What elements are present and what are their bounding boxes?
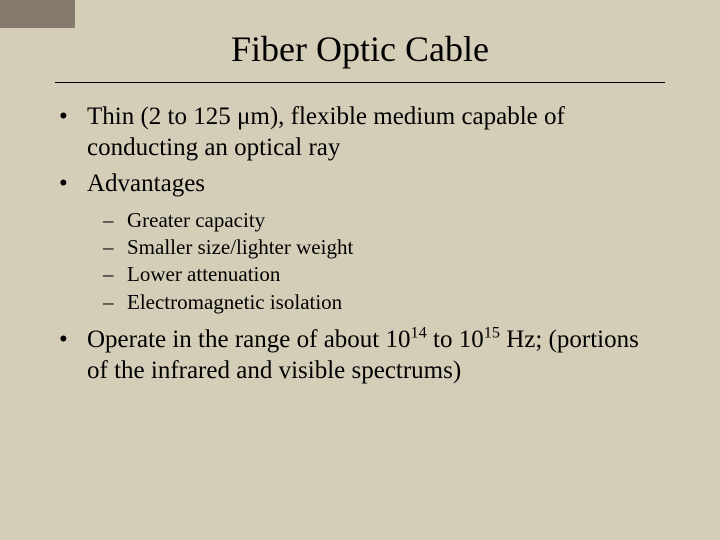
bullet-item: • Thin (2 to 125 μm), flexible medium ca…: [55, 101, 665, 164]
sub-bullet-marker: –: [103, 289, 127, 316]
sub-bullet-marker: –: [103, 234, 127, 261]
sub-bullet-text: Smaller size/lighter weight: [127, 234, 353, 261]
sub-bullet-item: – Electromagnetic isolation: [103, 289, 665, 316]
sub-bullet-marker: –: [103, 207, 127, 234]
bullet-marker: •: [55, 101, 87, 132]
slide-title: Fiber Optic Cable: [0, 0, 720, 70]
bullet-marker: •: [55, 324, 87, 355]
bullet-text: Advantages: [87, 168, 665, 199]
sub-bullet-item: – Greater capacity: [103, 207, 665, 234]
bullet-item: • Advantages: [55, 168, 665, 199]
bullet-text: Thin (2 to 125 μm), flexible medium capa…: [87, 101, 665, 164]
sub-bullet-text: Greater capacity: [127, 207, 265, 234]
bullet-marker: •: [55, 168, 87, 199]
sub-bullet-item: – Lower attenuation: [103, 261, 665, 288]
sub-bullet-text: Lower attenuation: [127, 261, 280, 288]
sub-bullet-item: – Smaller size/lighter weight: [103, 234, 665, 261]
slide-content: • Thin (2 to 125 μm), flexible medium ca…: [0, 83, 720, 386]
bullet-item: • Operate in the range of about 1014 to …: [55, 324, 665, 387]
corner-accent-block: [0, 0, 75, 28]
sub-bullet-list: – Greater capacity – Smaller size/lighte…: [55, 203, 665, 324]
sub-bullet-text: Electromagnetic isolation: [127, 289, 342, 316]
bullet-text: Operate in the range of about 1014 to 10…: [87, 324, 665, 387]
sub-bullet-marker: –: [103, 261, 127, 288]
